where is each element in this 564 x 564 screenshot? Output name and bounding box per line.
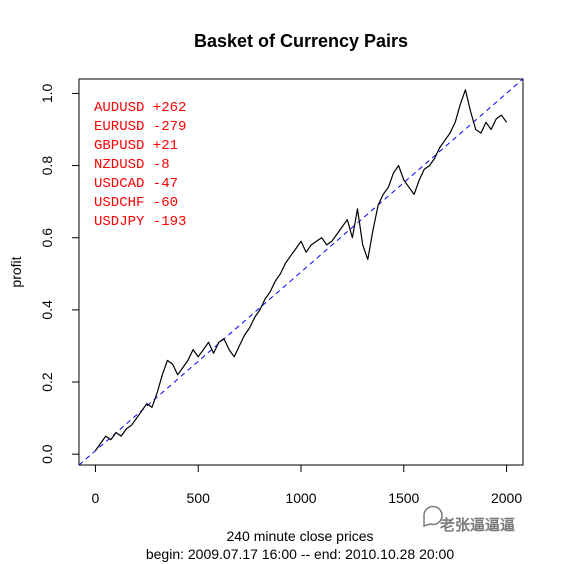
chart-title: Basket of Currency Pairs: [194, 31, 408, 51]
y-tick-label: 0.2: [39, 372, 55, 392]
x-tick-label: 1000: [285, 490, 316, 506]
pair-annotation: NZDUSD -8: [94, 157, 170, 173]
trend-layer: [78, 78, 524, 466]
pair-annotation: USDCHF -60: [94, 195, 178, 211]
watermark-text: 老张逼逼逼: [439, 516, 515, 534]
x-tick-label: 2000: [491, 490, 522, 506]
pair-annotation: GBPUSD +21: [94, 138, 178, 154]
y-axis: 0.0 0.2 0.4 0.6 0.8 1.0: [39, 83, 80, 464]
series-layer: [94, 89, 508, 451]
chat-bubble-icon: [423, 505, 443, 528]
y-tick-label: 1.0: [39, 83, 55, 103]
y-axis-label: profit: [8, 256, 24, 287]
x-axis-sublabel: begin: 2009.07.17 16:00 -- end: 2010.10.…: [146, 546, 454, 562]
y-tick-label: 0.6: [39, 228, 55, 248]
y-tick-label: 0.0: [39, 444, 55, 464]
x-tick-label: 500: [187, 490, 211, 506]
pair-annotation: EURUSD -279: [94, 119, 186, 135]
annotations: AUDUSD +262 EURUSD -279 GBPUSD +21 NZDUSD -…: [94, 100, 186, 230]
x-tick-label: 0: [92, 490, 100, 506]
watermark: 老张逼逼逼: [423, 505, 515, 534]
trend-line: [78, 78, 524, 466]
pair-annotation: USDJPY -193: [94, 214, 186, 230]
y-tick-label: 0.4: [39, 300, 55, 320]
x-axis: 0 500 1000 1500 2000: [92, 464, 522, 506]
pair-annotation: AUDUSD +262: [94, 100, 186, 116]
x-tick-label: 1500: [388, 490, 419, 506]
series-line: [94, 89, 508, 451]
x-axis-label: 240 minute close prices: [226, 528, 373, 544]
pair-annotation: USDCAD -47: [94, 176, 178, 192]
y-tick-label: 0.8: [39, 156, 55, 176]
